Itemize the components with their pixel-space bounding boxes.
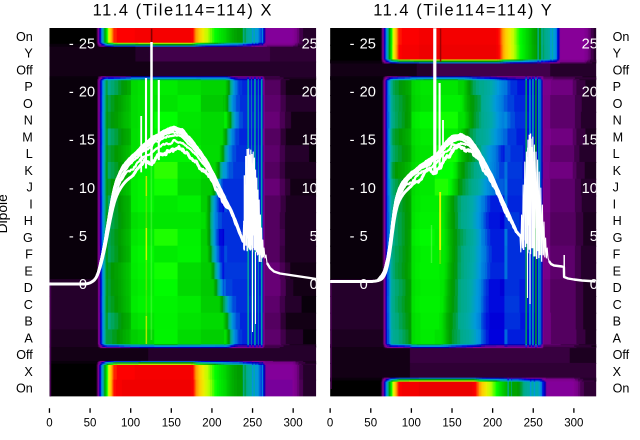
svg-text:Y: Y (613, 47, 622, 61)
svg-text:On: On (16, 382, 33, 396)
svg-text:300: 300 (564, 418, 583, 430)
svg-text:50: 50 (364, 418, 377, 430)
svg-text:10: 10 (302, 181, 318, 197)
svg-text:B: B (24, 315, 32, 329)
svg-text:X: X (24, 365, 33, 379)
svg-text:E: E (24, 264, 32, 278)
svg-text:20: 20 (302, 85, 318, 101)
svg-text:25: 25 (79, 37, 95, 53)
svg-text:0: 0 (360, 277, 368, 293)
svg-text:-: - (69, 181, 74, 197)
svg-text:15: 15 (582, 133, 598, 149)
svg-text:200: 200 (483, 418, 502, 430)
svg-text:50: 50 (84, 418, 97, 430)
svg-text:C: C (613, 298, 622, 312)
svg-text:25: 25 (302, 37, 318, 53)
svg-text:15: 15 (79, 133, 95, 149)
svg-text:5: 5 (79, 229, 87, 245)
svg-text:A: A (613, 331, 622, 345)
svg-text:0: 0 (327, 418, 333, 430)
svg-text:E: E (613, 264, 621, 278)
svg-text:-: - (69, 133, 74, 149)
svg-text:250: 250 (524, 418, 543, 430)
svg-text:0: 0 (79, 277, 87, 293)
svg-text:M: M (22, 130, 33, 144)
svg-text:L: L (613, 147, 620, 161)
svg-text:10: 10 (79, 181, 95, 197)
svg-text:11.4 (Tile114=114) Y: 11.4 (Tile114=114) Y (373, 2, 553, 20)
svg-text:H: H (24, 214, 33, 228)
svg-text:L: L (26, 147, 33, 161)
svg-text:G: G (613, 231, 623, 245)
svg-text:P: P (613, 80, 621, 94)
svg-text:200: 200 (202, 418, 221, 430)
svg-text:Off: Off (613, 64, 630, 78)
svg-text:25: 25 (360, 37, 376, 53)
svg-text:On: On (613, 382, 630, 396)
svg-text:G: G (23, 231, 33, 245)
svg-text:D: D (613, 281, 622, 295)
svg-text:H: H (613, 214, 622, 228)
svg-text:N: N (24, 114, 33, 128)
svg-text:10: 10 (582, 181, 598, 197)
svg-text:-: - (350, 181, 355, 197)
svg-text:250: 250 (243, 418, 262, 430)
svg-text:20: 20 (360, 85, 376, 101)
svg-text:15: 15 (360, 133, 376, 149)
svg-text:-: - (69, 37, 74, 53)
svg-text:J: J (613, 181, 619, 195)
svg-text:150: 150 (442, 418, 461, 430)
svg-text:I: I (29, 197, 33, 211)
svg-text:20: 20 (582, 85, 598, 101)
svg-text:O: O (613, 97, 623, 111)
svg-text:-: - (69, 229, 74, 245)
svg-text:On: On (613, 30, 630, 44)
svg-text:M: M (613, 130, 624, 144)
svg-text:-: - (350, 229, 355, 245)
svg-text:5: 5 (310, 229, 318, 245)
svg-text:Off: Off (16, 348, 33, 362)
svg-text:D: D (24, 281, 33, 295)
svg-text:I: I (613, 197, 617, 211)
svg-text:K: K (613, 164, 622, 178)
svg-text:Dipole: Dipole (0, 194, 10, 233)
svg-text:Y: Y (24, 47, 33, 61)
svg-text:150: 150 (162, 418, 181, 430)
svg-text:5: 5 (360, 229, 368, 245)
svg-text:20: 20 (79, 85, 95, 101)
svg-text:0: 0 (590, 277, 598, 293)
svg-text:B: B (613, 315, 621, 329)
svg-text:-: - (350, 85, 355, 101)
svg-text:On: On (16, 30, 33, 44)
svg-text:15: 15 (302, 133, 318, 149)
svg-text:5: 5 (590, 229, 598, 245)
svg-text:F: F (25, 248, 33, 262)
svg-text:100: 100 (402, 418, 421, 430)
svg-text:A: A (24, 331, 33, 345)
svg-text:K: K (24, 164, 33, 178)
svg-text:300: 300 (284, 418, 303, 430)
svg-text:10: 10 (360, 181, 376, 197)
svg-text:J: J (27, 181, 33, 195)
svg-text:C: C (24, 298, 33, 312)
svg-text:Off: Off (16, 64, 33, 78)
svg-text:100: 100 (121, 418, 140, 430)
svg-text:Off: Off (613, 348, 630, 362)
svg-text:P: P (24, 80, 32, 94)
svg-text:0: 0 (310, 277, 318, 293)
svg-text:-: - (350, 133, 355, 149)
svg-text:N: N (613, 114, 622, 128)
svg-text:11.4 (Tile114=114) X: 11.4 (Tile114=114) X (93, 2, 273, 20)
svg-text:0: 0 (46, 418, 52, 430)
svg-text:-: - (350, 37, 355, 53)
svg-text:F: F (613, 248, 621, 262)
svg-text:O: O (23, 97, 33, 111)
svg-text:25: 25 (582, 37, 598, 53)
svg-text:-: - (69, 85, 74, 101)
svg-text:X: X (613, 365, 622, 379)
